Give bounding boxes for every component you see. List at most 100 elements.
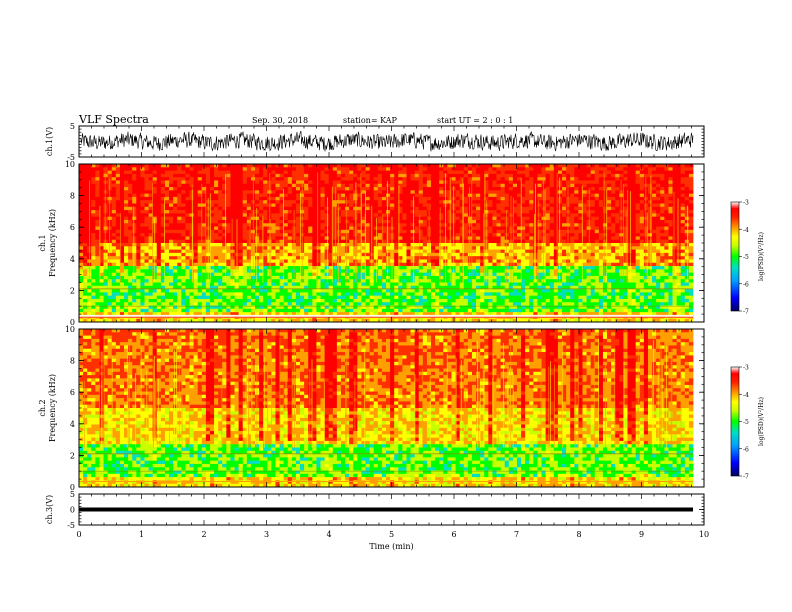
spectrogram-cell [115,177,121,181]
spectrogram-cell [177,193,182,198]
spectrogram-cell [398,282,403,287]
spectrogram-cell [214,216,219,221]
spectrogram-cell [164,180,170,185]
spectrogram-cell [480,272,485,277]
spectrogram-cell [99,236,104,241]
spectrogram-cell [234,302,240,306]
spectrogram-cell [287,187,293,191]
spectrogram-cell [340,272,346,277]
spectrogram-cell [480,173,485,178]
spectrogram-cell [386,302,391,306]
spectrogram-cell [173,298,178,303]
spectrogram-cell [349,292,354,297]
spectrogram-cell [193,190,199,195]
spectrogram-cell [406,167,411,171]
spectrogram-cell [418,187,424,191]
spectrogram-cell [201,249,207,254]
spectrogram-cell [255,193,260,198]
spectrogram-cell [218,223,223,227]
spectrogram-cell [136,305,141,310]
spectrogram-cell [373,295,379,300]
spectrogram-cell [476,308,481,313]
spectrogram-cell [455,292,461,297]
spectrogram-cell [295,183,301,188]
spectrogram-cell [246,210,252,214]
spectrogram-cell [259,213,264,218]
spectrogram-cell [128,285,133,290]
spectrogram-cell [410,295,416,300]
spectrogram-cell [197,219,203,224]
spectrogram-cell [365,239,371,244]
spectrogram-cell [295,196,301,201]
spectrogram-cell [95,239,100,244]
spectrogram-cell [316,236,321,241]
spectrogram-cell [394,183,399,188]
spectrogram-cell [115,239,121,244]
spectrogram-cell [259,308,264,313]
spectrogram-cell [439,266,444,270]
spectrogram-cell [463,200,469,204]
spectrogram-cell [492,203,497,208]
spectrogram-cell [316,243,321,247]
spectrogram-cell [144,275,149,280]
spectrogram-cell [115,229,121,234]
spectrogram-cell [103,187,109,191]
spectrogram-cell [349,275,354,280]
spectrogram-cell [79,252,84,257]
spectrogram-cell [467,275,473,280]
spectrogram-cell [103,236,109,241]
spectrogram-cell [386,285,391,290]
spectrogram-cell [431,223,436,227]
spectrogram-cell [119,229,125,234]
spectrogram-cell [361,219,366,224]
spectrogram-cell [79,279,84,283]
spectrogram-cell [103,164,109,168]
spectrogram-cell [394,318,399,323]
spectrogram-cell [349,213,354,218]
spectrogram-cell [406,206,411,211]
spectrogram-cell [132,216,137,221]
spectrogram-cell [242,298,248,303]
spectrogram-cell [263,262,268,267]
spectrogram-cell [431,269,436,274]
spectrogram-cell [488,167,493,171]
spectrogram-cell [193,246,199,250]
spectrogram-cell [189,173,195,178]
spectrogram-cell [267,302,272,306]
spectrogram-cell [279,279,285,283]
spectrogram-cell [377,289,383,293]
spectrogram-cell [451,180,456,185]
spectrogram-cell [103,173,109,178]
spectrogram-cell [279,295,285,300]
spectrogram-cell [185,302,190,306]
spectrogram-cell [181,193,186,198]
spectrogram-cell [156,259,162,264]
spectrogram-cell [152,295,158,300]
spectrogram-cell [484,308,489,313]
spectrogram-cell [132,200,137,204]
spectrogram-cell [451,173,456,178]
spectrogram-cell [87,308,92,313]
spectrogram-cell [336,259,342,264]
spectrogram-cell [369,167,375,171]
spectrogram-cell [259,226,264,231]
spectrogram-cell [246,302,252,306]
spectrogram-cell [287,173,293,178]
spectrogram-cell [111,219,117,224]
spectrogram-cell [83,180,88,185]
spectrogram-cell [144,272,149,277]
spectrogram-cell [295,285,301,290]
spectrogram-cell [177,285,182,290]
spectrogram-cell [132,183,137,188]
spectrogram-cell [418,236,424,241]
spectrogram-cell [83,272,88,277]
spectrogram-cell [255,177,260,181]
spectrogram-cell [345,173,350,178]
spectrogram-cell [312,282,317,287]
spectrogram-cell [124,177,129,181]
spectrogram-cell [140,173,145,178]
spectrogram-cell [304,269,309,274]
spectrogram-cell [91,223,96,227]
spectrogram-cell [467,289,473,293]
spectrogram-cell [246,239,252,244]
